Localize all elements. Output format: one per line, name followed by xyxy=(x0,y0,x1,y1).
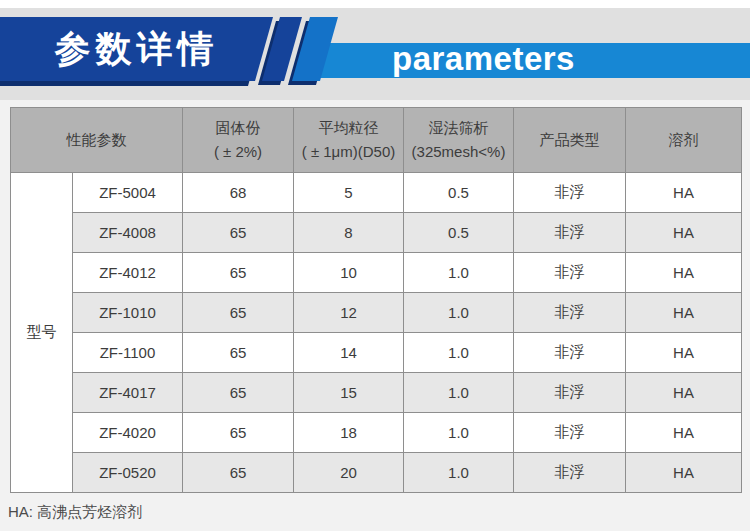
cell-model: ZF-4017 xyxy=(73,373,183,413)
footnote-solvent-legend: HA: 高沸点芳烃溶剂 xyxy=(8,503,142,522)
cell-product-type: 非浮 xyxy=(514,253,626,293)
cell-particle-size: 10 xyxy=(294,253,404,293)
cell-particle-size: 8 xyxy=(294,213,404,253)
banner-title-en: parameters xyxy=(392,42,575,75)
cell-product-type: 非浮 xyxy=(514,173,626,213)
header-solvent: 溶剂 xyxy=(626,108,742,173)
table-row: ZF-110065141.0非浮HA xyxy=(11,333,742,373)
section-banner: 参数详情 parameters xyxy=(0,0,750,100)
header-avg-particle-size-line1: 平均粒径 xyxy=(294,116,403,140)
cell-wet-sieve: 1.0 xyxy=(404,253,514,293)
cell-wet-sieve: 1.0 xyxy=(404,453,514,493)
cell-particle-size: 14 xyxy=(294,333,404,373)
cell-solid-content: 65 xyxy=(183,213,294,253)
product-parameters-page: 参数详情 parameters 性能参数 固体份 ( ± 2%) 平均粒径 xyxy=(0,0,750,531)
table-row: ZF-101065121.0非浮HA xyxy=(11,293,742,333)
cell-solid-content: 68 xyxy=(183,173,294,213)
cell-solid-content: 65 xyxy=(183,293,294,333)
cell-model: ZF-4012 xyxy=(73,253,183,293)
header-product-type: 产品类型 xyxy=(514,108,626,173)
row-group-label: 型号 xyxy=(11,173,73,493)
cell-solvent: HA xyxy=(626,253,742,293)
cell-solvent: HA xyxy=(626,413,742,453)
cell-particle-size: 20 xyxy=(294,453,404,493)
cell-solvent: HA xyxy=(626,333,742,373)
cell-wet-sieve: 0.5 xyxy=(404,173,514,213)
cell-solid-content: 65 xyxy=(183,413,294,453)
header-wet-sieve-line2: (325mesh<%) xyxy=(404,140,513,164)
banner-title-cn: 参数详情 xyxy=(55,25,219,74)
table-row: ZF-402065181.0非浮HA xyxy=(11,413,742,453)
cell-wet-sieve: 1.0 xyxy=(404,333,514,373)
cell-model: ZF-1100 xyxy=(73,333,183,373)
cell-solvent: HA xyxy=(626,173,742,213)
cell-wet-sieve: 1.0 xyxy=(404,413,514,453)
cell-model: ZF-0520 xyxy=(73,453,183,493)
header-wet-sieve: 湿法筛析 (325mesh<%) xyxy=(404,108,514,173)
table-header: 性能参数 固体份 ( ± 2%) 平均粒径 ( ± 1μm)(D50) 湿法筛析… xyxy=(11,108,742,173)
cell-wet-sieve: 1.0 xyxy=(404,373,514,413)
cell-solvent: HA xyxy=(626,213,742,253)
header-avg-particle-size: 平均粒径 ( ± 1μm)(D50) xyxy=(294,108,404,173)
cell-solid-content: 65 xyxy=(183,373,294,413)
cell-model: ZF-4020 xyxy=(73,413,183,453)
cell-model: ZF-4008 xyxy=(73,213,183,253)
banner-subtitle-bar: parameters xyxy=(318,43,750,78)
cell-particle-size: 5 xyxy=(294,173,404,213)
cell-product-type: 非浮 xyxy=(514,453,626,493)
cell-product-type: 非浮 xyxy=(514,213,626,253)
cell-solvent: HA xyxy=(626,373,742,413)
cell-solid-content: 65 xyxy=(183,333,294,373)
cell-solvent: HA xyxy=(626,453,742,493)
table-row: ZF-052065201.0非浮HA xyxy=(11,453,742,493)
cell-particle-size: 15 xyxy=(294,373,404,413)
cell-product-type: 非浮 xyxy=(514,373,626,413)
parameters-table: 性能参数 固体份 ( ± 2%) 平均粒径 ( ± 1μm)(D50) 湿法筛析… xyxy=(10,107,742,493)
table-body: 型号ZF-50046850.5非浮HAZF-40086580.5非浮HAZF-4… xyxy=(11,173,742,493)
header-avg-particle-size-line2: ( ± 1μm)(D50) xyxy=(294,140,403,164)
header-wet-sieve-line1: 湿法筛析 xyxy=(404,116,513,140)
cell-particle-size: 18 xyxy=(294,413,404,453)
table-row: ZF-401765151.0非浮HA xyxy=(11,373,742,413)
header-solid-content: 固体份 ( ± 2%) xyxy=(183,108,294,173)
header-solid-content-line2: ( ± 2%) xyxy=(183,140,293,164)
cell-product-type: 非浮 xyxy=(514,293,626,333)
cell-model: ZF-5004 xyxy=(73,173,183,213)
table-row: 型号ZF-50046850.5非浮HA xyxy=(11,173,742,213)
cell-solid-content: 65 xyxy=(183,253,294,293)
cell-particle-size: 12 xyxy=(294,293,404,333)
header-solid-content-line1: 固体份 xyxy=(183,116,293,140)
cell-model: ZF-1010 xyxy=(73,293,183,333)
table-row: ZF-40086580.5非浮HA xyxy=(11,213,742,253)
cell-product-type: 非浮 xyxy=(514,413,626,453)
cell-solvent: HA xyxy=(626,293,742,333)
cell-wet-sieve: 0.5 xyxy=(404,213,514,253)
cell-solid-content: 65 xyxy=(183,453,294,493)
cell-product-type: 非浮 xyxy=(514,333,626,373)
header-performance-params: 性能参数 xyxy=(11,108,183,173)
table-row: ZF-401265101.0非浮HA xyxy=(11,253,742,293)
banner-title-ribbon: 参数详情 xyxy=(0,17,273,81)
cell-wet-sieve: 1.0 xyxy=(404,293,514,333)
